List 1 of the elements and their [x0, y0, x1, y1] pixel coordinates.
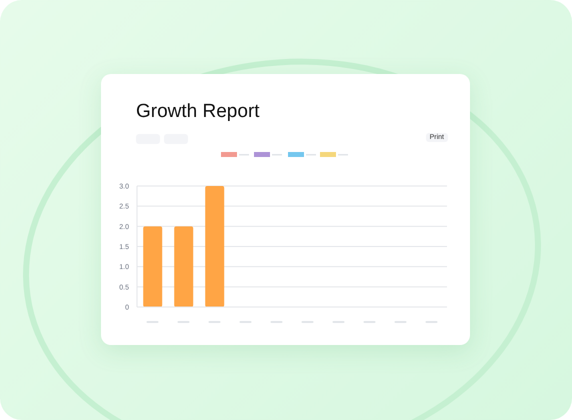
chart-title: Growth Report [136, 101, 260, 123]
